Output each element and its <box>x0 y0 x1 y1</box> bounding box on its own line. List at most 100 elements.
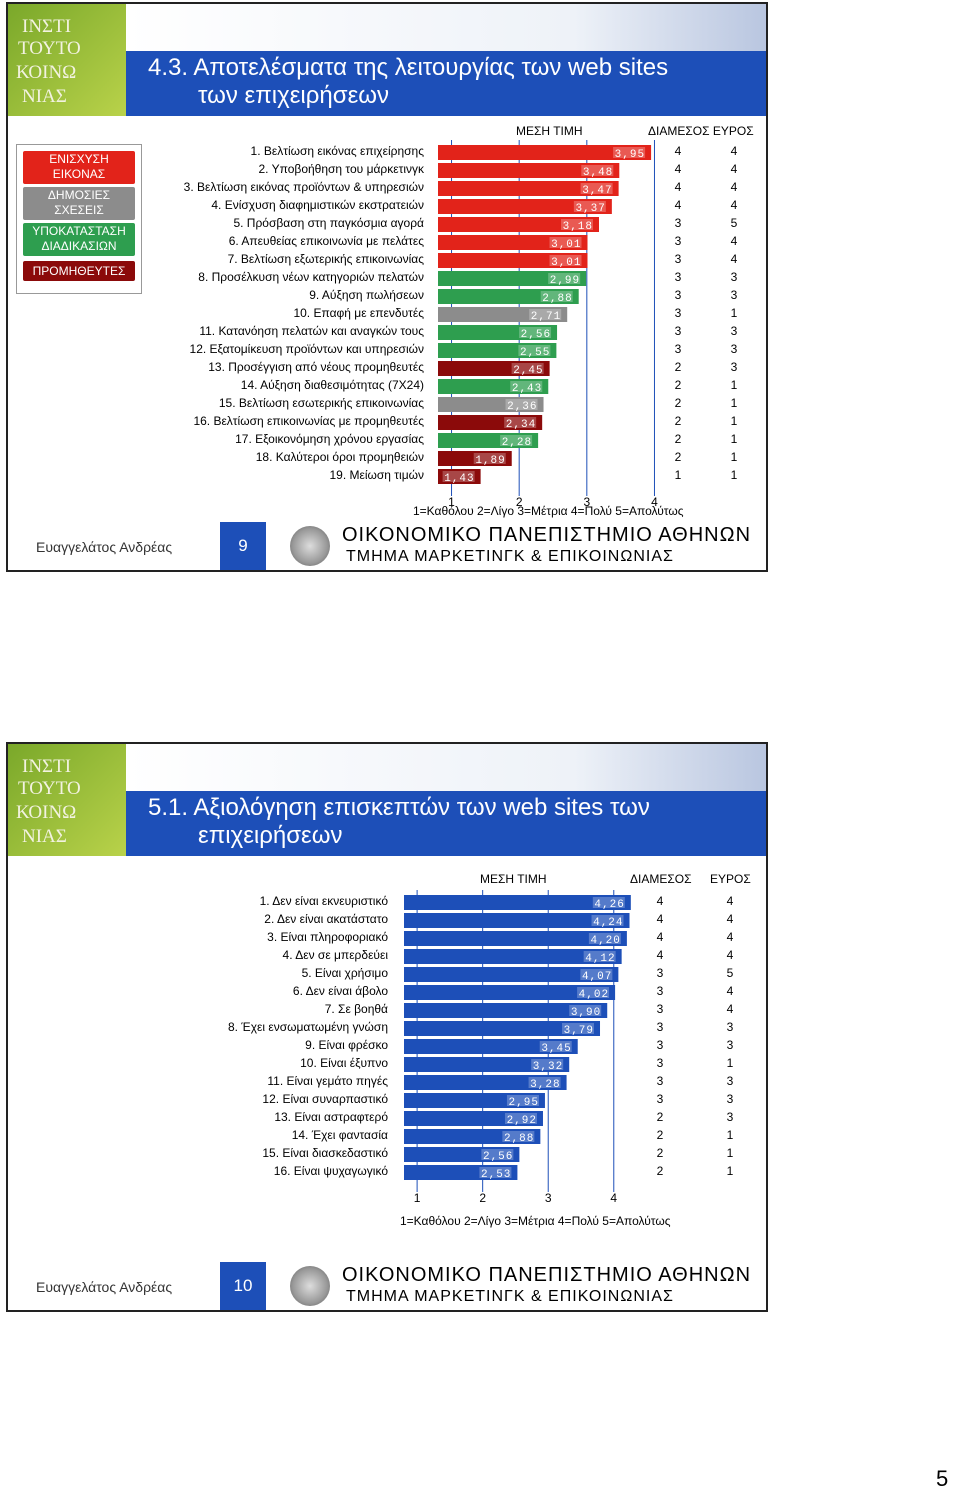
bar-value-bg <box>473 453 506 464</box>
bar-value-bg <box>548 273 581 284</box>
bar <box>438 307 568 322</box>
category-label: 4. Ενίσχυση διαφημιστικών εκστρατειών <box>211 198 424 212</box>
range-value: 3 <box>726 1110 734 1124</box>
university-crest-icon <box>290 526 330 566</box>
bar <box>438 271 587 286</box>
range-value: 3 <box>726 1074 734 1088</box>
bar <box>404 949 622 964</box>
x-tick-label: 4 <box>651 495 658 509</box>
bar-value-bg <box>581 165 614 176</box>
range-value: 1 <box>726 1146 734 1160</box>
range-value: 1 <box>730 450 738 464</box>
bar <box>438 163 620 178</box>
bar-value-label: 2,43 <box>512 383 542 395</box>
bar-value-label: 3,01 <box>551 257 581 269</box>
bar-value-label: 2,28 <box>502 437 532 449</box>
bar <box>438 253 588 268</box>
median-value: 4 <box>656 930 664 944</box>
bar-value-label: 2,92 <box>507 1115 537 1127</box>
department-name: ΤΜΗΜΑ ΜΑΡΚΕΤΙΝΓΚ & ΕΠΙΚΟΙΝΩΝΙΑΣ <box>346 1288 674 1305</box>
median-value: 2 <box>656 1110 664 1124</box>
category-legend: ΕΝΙΣΧΥΣΗ ΕΙΚΟΝΑΣ ΔΗΜΟΣΙΕΣ ΣΧΕΣΕΙΣ ΥΠΟΚΑΤ… <box>16 144 142 294</box>
range-value: 1 <box>730 468 738 482</box>
bar-value-label: 2,55 <box>520 347 550 359</box>
title-bar <box>126 4 766 116</box>
median-value: 3 <box>674 216 682 230</box>
category-label: 1. Δεν είναι εκνευριστικό <box>259 894 388 908</box>
range-value: 1 <box>730 378 738 392</box>
bar-value-label: 2,95 <box>509 1097 539 1109</box>
bar-value-label: 2,88 <box>504 1133 534 1145</box>
bar <box>438 289 579 304</box>
bar-value-label: 4,26 <box>594 899 624 911</box>
median-value: 2 <box>674 378 682 392</box>
bar-value-bg <box>528 1077 561 1088</box>
category-label: 4. Δεν σε μπερδεύει <box>282 948 388 962</box>
slide-title-line1: 4.3. Αποτελέσματα της λειτουργίας των we… <box>148 54 669 81</box>
bar-value-bg <box>504 417 537 428</box>
bar-value-bg <box>613 147 646 158</box>
bar-value-label: 4,12 <box>585 953 615 965</box>
bar-value-label: 3,47 <box>582 185 612 197</box>
category-label: 17. Εξοικονόμηση χρόνου εργασίας <box>235 432 424 446</box>
bar-value-bg <box>502 1131 535 1142</box>
bar-value-label: 2,56 <box>521 329 551 341</box>
median-value: 2 <box>656 1146 664 1160</box>
bar-value-bg <box>561 219 593 230</box>
bar-value-bg <box>481 1149 514 1160</box>
chart2-plot: 1 2 3 4 4,26 4,24 4,20 4,12 4,07 4,02 3,90 3,79 3,45… <box>404 890 640 1205</box>
range-value: 1 <box>730 306 738 320</box>
range-value: 4 <box>726 948 734 962</box>
chart1-plot: 1 2 3 4 3,953,48 3,47 3,37 3,18 3,01 3,01 2,99 2,88… <box>438 140 668 509</box>
category-label: 5. Πρόσβαση στη παγκόσμια αγορά <box>233 216 424 230</box>
bar-value-bg <box>539 1041 572 1052</box>
bar-value-label: 3,37 <box>575 203 605 215</box>
scale-legend: 1=Καθόλου 2=Λίγο 3=Μέτρια 4=Πολύ 5=Απολύ… <box>400 1214 671 1228</box>
bar-value-bg <box>549 255 582 266</box>
category-label: 3. Βελτίωση εικόνας προϊόντων & υπηρεσιώ… <box>183 180 424 194</box>
bar-value-bg <box>588 933 621 944</box>
median-value: 3 <box>656 984 664 998</box>
bar <box>404 1129 541 1144</box>
bar-value-label: 3,90 <box>571 1007 601 1019</box>
category-label: 16. Είναι ψυχαγωγικό <box>273 1164 388 1178</box>
median-value: 3 <box>674 234 682 248</box>
category-label: 18. Καλύτεροι όροι προμηθειών <box>255 450 424 464</box>
range-value: 3 <box>726 1020 734 1034</box>
range-value: 3 <box>730 270 738 284</box>
bar-value-label: 3,28 <box>530 1079 560 1091</box>
range-value: 4 <box>726 984 734 998</box>
category-label: 5. Είναι χρήσιμο <box>301 966 388 980</box>
university-banner: ΟΙΚΟΝΟΜΙΚΟ ΠΑΝΕΠΙΣΤΗΜΙΟ ΑΘΗΝΩΝ ΤΜΗΜΑ ΜΑΡ… <box>290 1262 760 1310</box>
bar <box>404 985 616 1000</box>
bar <box>404 895 631 910</box>
bar-value-label: 3,01 <box>551 239 581 251</box>
title-bar <box>126 744 766 856</box>
bar <box>404 1003 608 1018</box>
svg-text:ΤΟΥΤΟ: ΤΟΥΤΟ <box>18 778 81 799</box>
bar-value-label: 3,32 <box>533 1061 563 1073</box>
median-value: 3 <box>674 324 682 338</box>
category-label: 12. Είναι συναρπαστικό <box>262 1092 388 1106</box>
bar-value-label: 3,45 <box>541 1043 571 1055</box>
slide-number: 10 <box>220 1262 266 1310</box>
median-value: 2 <box>674 450 682 464</box>
bar-value-bg <box>506 1095 539 1106</box>
median-value: 2 <box>674 396 682 410</box>
category-label: 10. Επαφή με επενδυτές <box>293 306 424 320</box>
svg-text:ΝΙΑΣ: ΝΙΑΣ <box>22 86 67 107</box>
bar-value-label: 4,02 <box>579 989 609 1001</box>
category-label: 6. Δεν είναι άβολο <box>292 984 388 998</box>
bar <box>438 343 557 358</box>
legend-item-pr: ΔΗΜΟΣΙΕΣ ΣΧΕΣΕΙΣ <box>23 187 135 220</box>
category-label: 2. Δεν είναι ακατάστατο <box>264 912 388 926</box>
median-value: 3 <box>656 1056 664 1070</box>
bar-value-label: 2,99 <box>550 275 580 287</box>
slide-1: ΙΝΣΤΙ ΤΟΥΤΟ ΚΟΙΝΩ ΝΙΑΣ 4.3. Αποτελέσματα… <box>6 2 768 572</box>
median-value: 3 <box>656 1074 664 1088</box>
category-label: 6. Απευθείας επικοινωνία με πελάτες <box>228 234 424 248</box>
category-label: 14. Αύξηση διαθεσιμότητας (7Χ24) <box>240 378 424 392</box>
bar-value-label: 2,56 <box>483 1151 513 1163</box>
median-value: 3 <box>674 270 682 284</box>
range-value: 4 <box>730 234 738 248</box>
